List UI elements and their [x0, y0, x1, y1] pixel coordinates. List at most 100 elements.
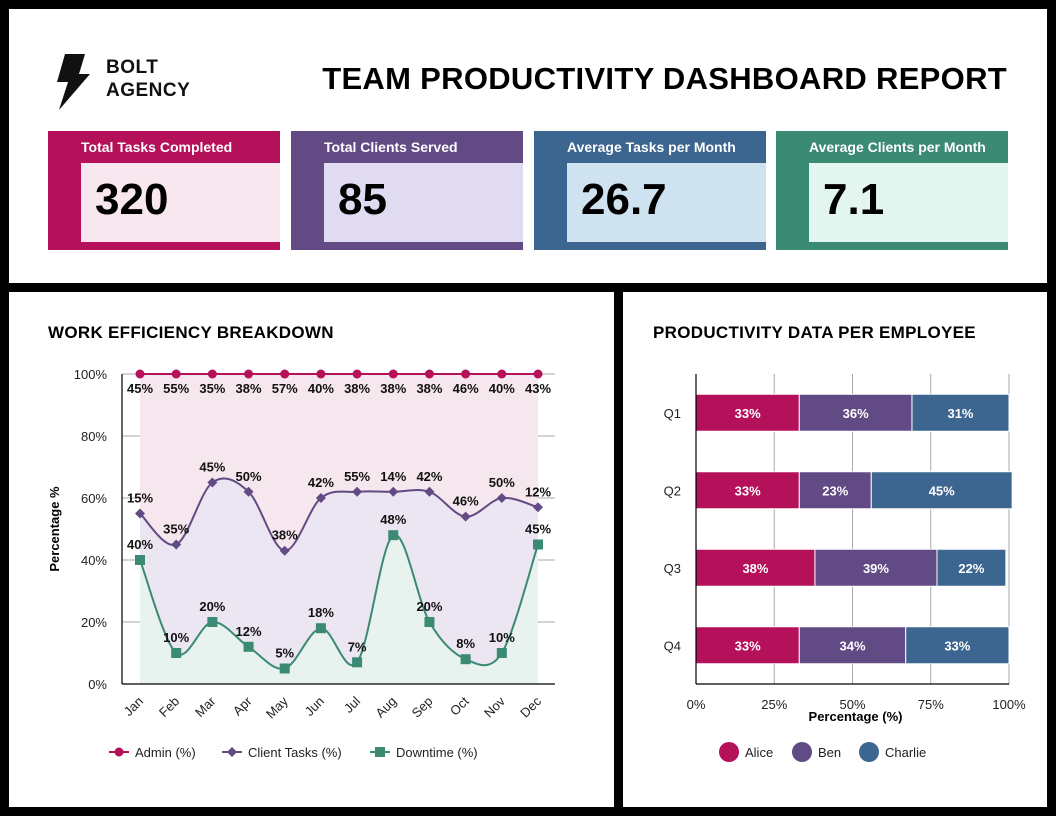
- kpi-label: Average Clients per Month: [809, 139, 986, 155]
- data-point: [496, 493, 507, 503]
- data-point: [279, 545, 290, 556]
- bar-label: 38%: [742, 561, 768, 576]
- data-label: 45%: [199, 460, 225, 475]
- data-label: 7%: [348, 639, 367, 654]
- data-label: 50%: [489, 475, 515, 490]
- y-tick-label: 20%: [81, 615, 107, 630]
- bar-label: 22%: [958, 561, 984, 576]
- data-point: [279, 663, 290, 674]
- employee-productivity-panel: PRODUCTIVITY DATA PER EMPLOYEE 0% 25% 50% 7…: [623, 292, 1047, 807]
- legend-marker: [792, 742, 812, 762]
- legend-label: Charlie: [885, 745, 926, 760]
- data-label: 45%: [525, 522, 551, 537]
- data-label: 42%: [416, 469, 442, 484]
- x-tick-label: 0%: [687, 697, 706, 712]
- data-point: [171, 369, 181, 379]
- legend-label: Downtime (%): [396, 745, 478, 760]
- x-tick-label: Sep: [409, 694, 436, 721]
- bolt-logo-icon: [57, 54, 90, 110]
- kpi-value-box: 85: [324, 163, 523, 242]
- x-tick-label: 25%: [761, 697, 787, 712]
- data-label: 20%: [199, 599, 225, 614]
- kpi-label: Total Clients Served: [324, 139, 458, 155]
- page-title: TEAM PRODUCTIVITY DASHBOARD REPORT: [322, 61, 1007, 96]
- x-tick-label: 75%: [918, 697, 944, 712]
- legend-label: Alice: [745, 745, 773, 760]
- x-tick-label: Aug: [372, 694, 399, 721]
- data-point: [533, 502, 543, 513]
- data-label: 42%: [308, 475, 334, 490]
- data-label: 38%: [380, 381, 406, 396]
- x-tick-label: Nov: [481, 693, 508, 720]
- kpi-card-avg-clients: Average Clients per Month 7.1: [776, 131, 1008, 250]
- data-point: [460, 654, 471, 665]
- employee-productivity-chart: 0% 25% 50% 75% 100% Q1 33% 36% 31% Q2 33% 23% 45% Q3 3…: [664, 374, 1026, 762]
- data-label: 40%: [127, 537, 153, 552]
- data-point: [461, 369, 471, 379]
- bar-segment: [870, 471, 1013, 510]
- data-label: 8%: [456, 636, 475, 651]
- data-point: [207, 617, 218, 627]
- kpi-label: Average Tasks per Month: [567, 139, 736, 155]
- legend-marker: [859, 742, 879, 762]
- data-point: [316, 369, 326, 379]
- legend-label: Client Tasks (%): [248, 745, 342, 760]
- data-point: [497, 369, 507, 379]
- bar-label: 33%: [944, 638, 970, 653]
- bar-label: 31%: [947, 406, 973, 421]
- kpi-card-avg-tasks: Average Tasks per Month 26.7: [534, 131, 766, 250]
- data-label: 55%: [163, 381, 189, 396]
- data-point: [243, 641, 254, 652]
- x-tick-label: 100%: [992, 697, 1026, 712]
- y-tick-label: Q1: [664, 406, 681, 421]
- kpi-value-box: 26.7: [567, 163, 766, 242]
- series-fill-2: [140, 478, 538, 669]
- series-fill-3: [140, 534, 538, 684]
- data-label: 38%: [236, 381, 262, 396]
- data-point: [496, 648, 507, 658]
- data-point: [352, 486, 363, 497]
- bar-segment: [798, 471, 872, 510]
- data-point: [315, 623, 326, 634]
- data-label: 57%: [272, 381, 298, 396]
- x-tick-label: Apr: [230, 693, 255, 718]
- data-point: [352, 369, 362, 379]
- legend-label: Ben: [818, 745, 841, 760]
- data-label: 35%: [199, 381, 225, 396]
- data-label: 40%: [489, 381, 515, 396]
- data-point: [207, 477, 218, 488]
- y-tick-label: Q4: [664, 638, 681, 653]
- data-label: 45%: [127, 381, 153, 396]
- kpi-value: 85: [338, 175, 387, 224]
- data-point: [424, 369, 434, 379]
- data-point: [388, 369, 398, 379]
- bar-label: 45%: [929, 483, 955, 498]
- data-label: 38%: [272, 528, 298, 543]
- data-label: 10%: [489, 630, 515, 645]
- y-axis-label: Percentage %: [47, 486, 62, 572]
- data-point: [207, 369, 217, 379]
- data-label: 50%: [236, 469, 262, 484]
- kpi-card-total-tasks: Total Tasks Completed 320: [48, 131, 280, 250]
- bar-label: 33%: [735, 638, 761, 653]
- data-label: 18%: [308, 605, 334, 620]
- data-point: [352, 657, 363, 668]
- data-label: 38%: [416, 381, 442, 396]
- logo-line-2: AGENCY: [106, 80, 191, 101]
- x-tick-label: Feb: [156, 694, 182, 720]
- work-efficiency-panel: WORK EFFICIENCY BREAKDOWN 0% 20% 40% 60% 80%…: [9, 292, 614, 807]
- y-tick-label: Q2: [664, 483, 681, 498]
- logo-line-1: BOLT: [106, 57, 159, 78]
- y-tick-label: 100%: [74, 367, 108, 382]
- data-point: [533, 539, 543, 550]
- data-point: [388, 486, 399, 497]
- bar-label: 36%: [843, 406, 869, 421]
- data-point: [388, 530, 399, 541]
- employee-productivity-title: PRODUCTIVITY DATA PER EMPLOYEE: [653, 323, 976, 342]
- bar-segment: [905, 626, 1010, 665]
- data-point: [135, 369, 145, 379]
- x-tick-label: Oct: [447, 693, 472, 718]
- x-tick-label: Jul: [341, 693, 363, 715]
- data-point: [424, 617, 435, 627]
- bar-segment: [695, 471, 800, 510]
